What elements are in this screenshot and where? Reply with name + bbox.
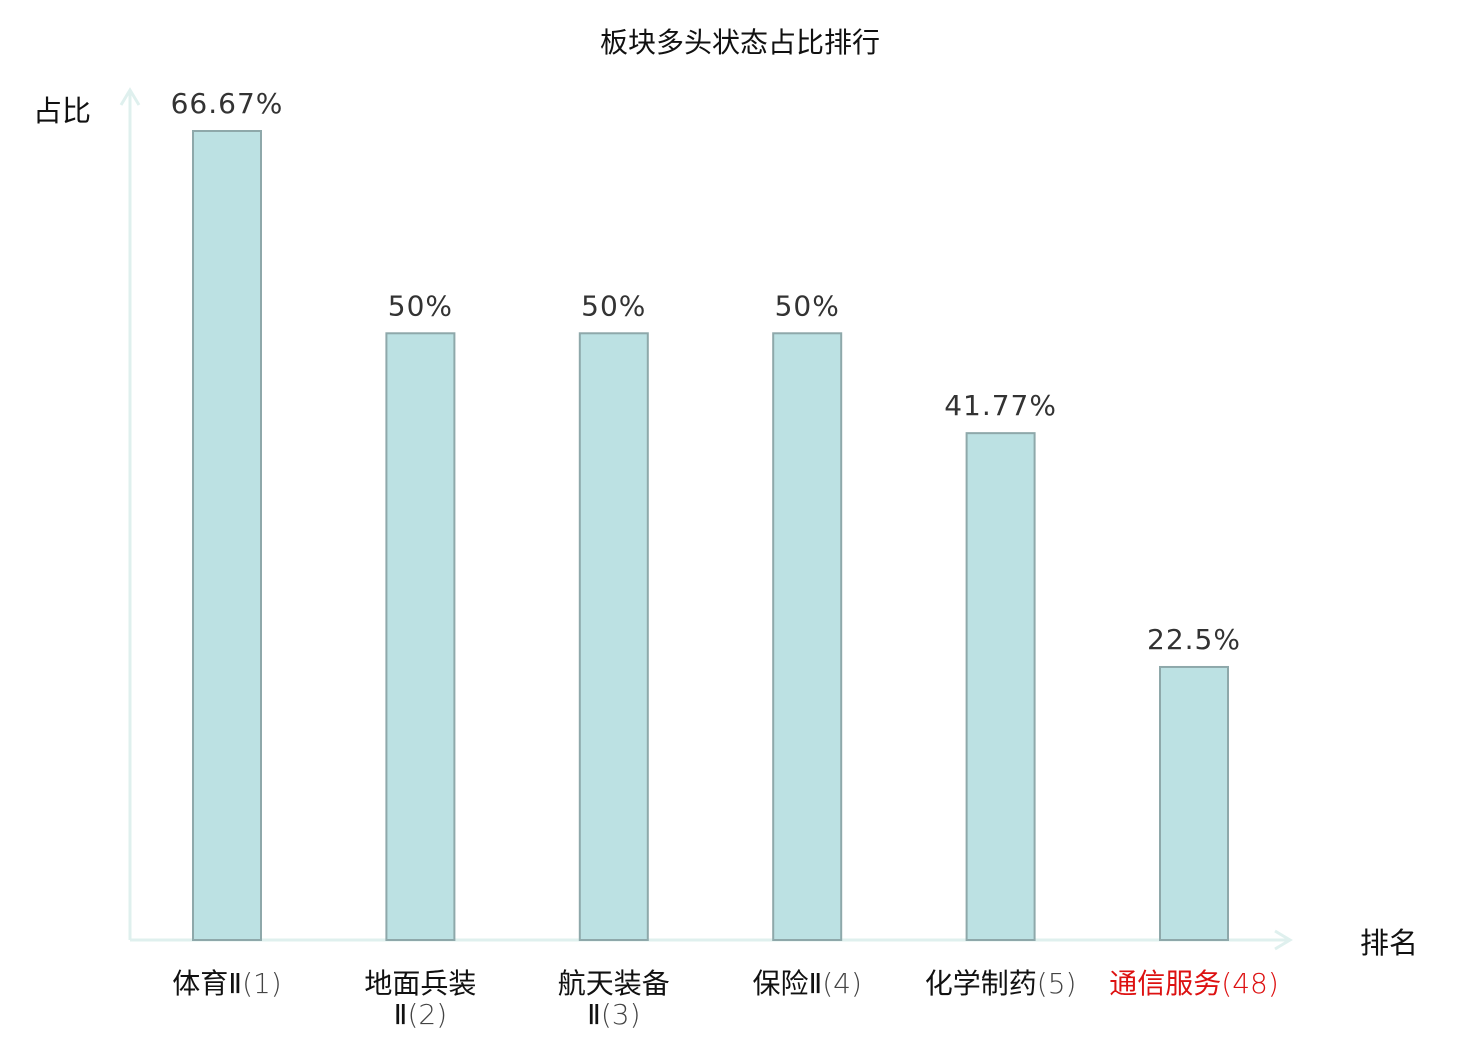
chart-title: 板块多头状态占比排行: [600, 26, 880, 59]
x-axis-label: 排名: [1360, 926, 1418, 960]
category-tick-label: 化学制药(5): [925, 967, 1077, 1000]
bar-value-label: 22.5%: [1147, 623, 1241, 656]
category-name: 航天装备: [558, 967, 670, 1000]
category-tick-label: 通信服务(48): [1109, 967, 1279, 1000]
y-axis-arrow: [119, 87, 141, 106]
category-rank: (2): [407, 998, 447, 1031]
bar: [385, 332, 456, 941]
category-name: 保险Ⅱ: [752, 967, 822, 1000]
category-name: Ⅱ: [587, 998, 601, 1031]
category-tick-label: 体育Ⅱ(1): [172, 967, 281, 1000]
category-tick-label: 保险Ⅱ(4): [752, 967, 861, 1000]
bar-value-label: 66.67%: [171, 87, 284, 120]
bar-value-label: 50%: [388, 289, 453, 322]
bars-group: [192, 130, 1229, 941]
category-name: 通信服务: [1109, 967, 1221, 1000]
axes: [119, 87, 1293, 951]
category-tick-label: 地面兵装: [364, 967, 476, 1000]
category-rank: (3): [601, 998, 641, 1031]
y-axis-label: 占比: [33, 94, 91, 128]
bar: [965, 432, 1036, 941]
category-rank: (48): [1221, 967, 1278, 1000]
category-name: 地面兵装: [364, 967, 476, 1000]
category-tick-label: Ⅱ(3): [587, 998, 640, 1031]
bar: [192, 130, 262, 941]
category-rank: (5): [1037, 967, 1077, 1000]
bar-value-label: 50%: [775, 289, 840, 322]
category-name: 体育Ⅱ: [172, 967, 242, 1000]
bar-value-label: 50%: [581, 289, 646, 322]
category-rank: (1): [242, 967, 282, 1000]
category-tick-label: Ⅱ(2): [394, 998, 447, 1031]
bar-value-label: 41.77%: [944, 389, 1057, 422]
x-axis-arrow: [1274, 929, 1293, 951]
bar: [578, 332, 649, 941]
category-tick-label: 航天装备: [558, 967, 670, 1000]
category-name: 化学制药: [925, 967, 1037, 1000]
category-name: Ⅱ: [394, 998, 408, 1031]
bar: [772, 332, 843, 941]
category-rank: (4): [822, 967, 862, 1000]
bar: [1159, 665, 1229, 941]
value-labels-group: 66.67% 50% 50% 50% 41.77% 22.5%: [171, 87, 1241, 656]
